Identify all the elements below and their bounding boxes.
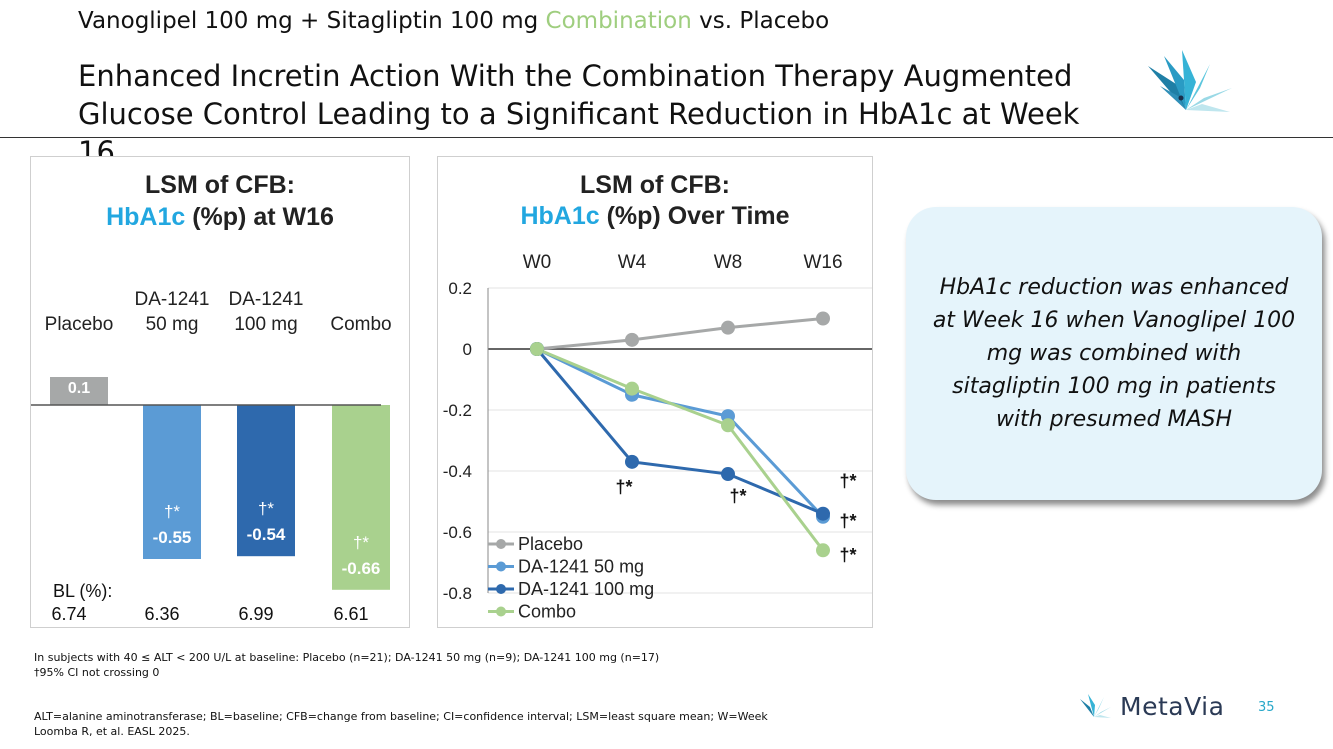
significance-annotation: †* — [839, 511, 856, 531]
x-tick-label: W0 — [523, 252, 552, 273]
legend-swatch-marker — [496, 561, 506, 572]
line-chart-panel: LSM of CFB: HbA1c (%p) Over Time 0.2 0 -0.… — [437, 156, 873, 628]
baseline-value: 6.99 — [238, 604, 273, 624]
y-tick-label: 0.2 — [448, 279, 472, 298]
data-point — [530, 342, 544, 356]
bar-significance-marker: †* — [164, 502, 180, 521]
bar — [50, 377, 108, 405]
x-tick-label: W8 — [714, 252, 743, 273]
brand-name: MetaVia — [1120, 691, 1225, 721]
bar — [143, 405, 201, 559]
legend-label: DA-1241 100 mg — [518, 579, 654, 599]
footnote-subjects: In subjects with 40 ≤ ALT < 200 U/L at b… — [34, 651, 660, 664]
data-point — [816, 506, 830, 521]
bar — [332, 405, 390, 590]
slide-headline: Enhanced Incretin Action With the Combin… — [78, 57, 1118, 171]
significance-annotation: †* — [729, 486, 746, 506]
bar-value-label: -0.54 — [247, 525, 286, 544]
bar-category-label: 100 mg — [234, 314, 297, 335]
metavia-star-logo — [1148, 50, 1232, 112]
x-tick-label: W16 — [803, 252, 842, 273]
callout-text: HbA1c reduction was enhanced at Week 16 … — [932, 275, 1296, 432]
data-point — [625, 454, 639, 469]
bar-category-label: Placebo — [45, 314, 114, 335]
bar-value-label: 0.1 — [68, 380, 90, 397]
bar-category-label: 50 mg — [146, 314, 199, 335]
bar-category-label: Combo — [330, 314, 391, 335]
bar-significance-marker: †* — [258, 499, 274, 518]
bar — [237, 405, 295, 557]
bar-chart-title-rest: (%p) at W16 — [185, 203, 334, 231]
y-tick-label: 0 — [463, 340, 472, 359]
y-tick-label: -0.8 — [443, 584, 472, 603]
subtitle-suffix: vs. Placebo — [699, 8, 830, 34]
subtitle-highlight: Combination — [545, 8, 692, 34]
data-point — [625, 381, 639, 396]
slide-subtitle: Vanoglipel 100 mg + Sitagliptin 100 mg C… — [78, 8, 829, 34]
key-finding-callout: HbA1c reduction was enhanced at Week 16 … — [906, 207, 1322, 500]
line-chart-title-metric: HbA1c — [520, 202, 599, 230]
y-tick-label: -0.2 — [443, 401, 472, 420]
line-chart-title-rest: (%p) Over Time — [600, 202, 790, 230]
bar-chart-title-line1: LSM of CFB: — [145, 171, 295, 199]
brand-logo: MetaVia — [1078, 688, 1224, 724]
legend-swatch-marker — [496, 606, 506, 617]
baseline-value: 6.74 — [51, 604, 86, 624]
footnote-ci: †95% CI not crossing 0 — [34, 666, 160, 679]
legend-label: Placebo — [518, 534, 583, 554]
bar-value-label: -0.55 — [153, 528, 192, 547]
bar-significance-marker: †* — [353, 533, 369, 552]
series-line — [535, 348, 824, 516]
significance-annotation: †* — [839, 471, 856, 491]
series-line — [536, 317, 824, 351]
bar-category-label-line1: DA-1241 — [135, 289, 210, 310]
data-point — [816, 543, 830, 558]
y-tick-label: -0.4 — [443, 462, 472, 481]
significance-annotation: †* — [839, 545, 856, 565]
footnote-abbreviations: ALT=alanine aminotransferase; BL=baselin… — [34, 710, 768, 723]
data-point — [721, 418, 735, 433]
bar-chart-title-metric: HbA1c — [106, 203, 185, 231]
baseline-value: 6.61 — [333, 604, 368, 624]
baseline-value: 6.36 — [144, 604, 179, 624]
brand-star-icon — [1080, 694, 1111, 718]
data-point — [721, 467, 735, 482]
legend-swatch-marker — [496, 584, 506, 594]
headline-line-1: Enhanced Incretin Action With the Combin… — [78, 59, 1073, 93]
header-divider — [0, 137, 1333, 138]
bar-chart-title-line2: HbA1c (%p) at W16 — [106, 203, 334, 231]
bar-chart: LSM of CFB: HbA1c (%p) at W16 Placebo DA-… — [31, 171, 392, 624]
bar-category-label-line1: DA-1241 — [229, 289, 304, 310]
line-chart: LSM of CFB: HbA1c (%p) Over Time 0.2 0 -0.… — [443, 171, 872, 622]
bar-chart-panel: LSM of CFB: HbA1c (%p) at W16 Placebo DA-… — [30, 156, 410, 628]
data-point — [721, 320, 735, 335]
series-line — [536, 347, 825, 552]
line-chart-title-line1: LSM of CFB: — [580, 171, 730, 199]
x-tick-label: W4 — [618, 252, 647, 273]
bar-value-label: -0.66 — [342, 559, 381, 578]
headline-line-2: Glucose Control Leading to a Significant… — [78, 97, 1080, 169]
line-chart-title-line2: HbA1c (%p) Over Time — [520, 202, 789, 230]
legend-swatch-marker — [496, 539, 506, 549]
significance-annotation: †* — [615, 477, 632, 497]
footnote-reference: Loomba R, et al. EASL 2025. — [34, 725, 190, 738]
data-point — [816, 311, 830, 326]
page-number: 35 — [1258, 700, 1275, 715]
baseline-label: BL (%): — [53, 581, 112, 601]
legend-label: Combo — [518, 602, 576, 622]
data-point — [625, 332, 639, 347]
legend-label: DA-1241 50 mg — [518, 557, 644, 577]
y-tick-label: -0.6 — [443, 523, 472, 542]
subtitle-prefix: Vanoglipel 100 mg + Sitagliptin 100 mg — [78, 8, 539, 34]
